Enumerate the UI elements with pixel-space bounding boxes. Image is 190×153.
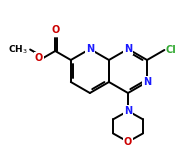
Text: Cl: Cl [165,45,176,55]
Text: O: O [35,52,43,62]
Text: N: N [86,44,94,54]
Text: O: O [51,25,59,35]
Text: N: N [124,44,132,54]
Text: N: N [124,106,132,116]
Text: O: O [124,137,132,147]
Text: CH$_3$: CH$_3$ [8,43,28,56]
Text: N: N [143,77,151,87]
